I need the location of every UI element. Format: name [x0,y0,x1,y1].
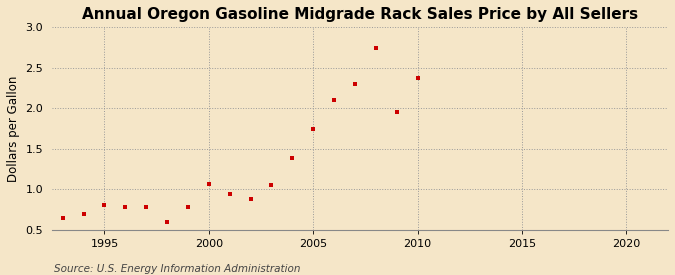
Y-axis label: Dollars per Gallon: Dollars per Gallon [7,75,20,182]
Point [371,45,381,50]
Point [78,211,89,216]
Point [392,109,402,114]
Point [120,205,131,209]
Point [203,182,214,187]
Point [162,219,173,224]
Point [182,205,193,209]
Point [350,82,360,86]
Point [287,156,298,161]
Point [412,76,423,81]
Point [329,98,340,102]
Point [99,203,110,208]
Point [308,126,319,131]
Point [266,183,277,188]
Text: Source: U.S. Energy Information Administration: Source: U.S. Energy Information Administ… [54,264,300,274]
Point [245,197,256,201]
Point [141,205,152,209]
Point [224,192,235,196]
Title: Annual Oregon Gasoline Midgrade Rack Sales Price by All Sellers: Annual Oregon Gasoline Midgrade Rack Sal… [82,7,639,22]
Point [57,215,68,220]
